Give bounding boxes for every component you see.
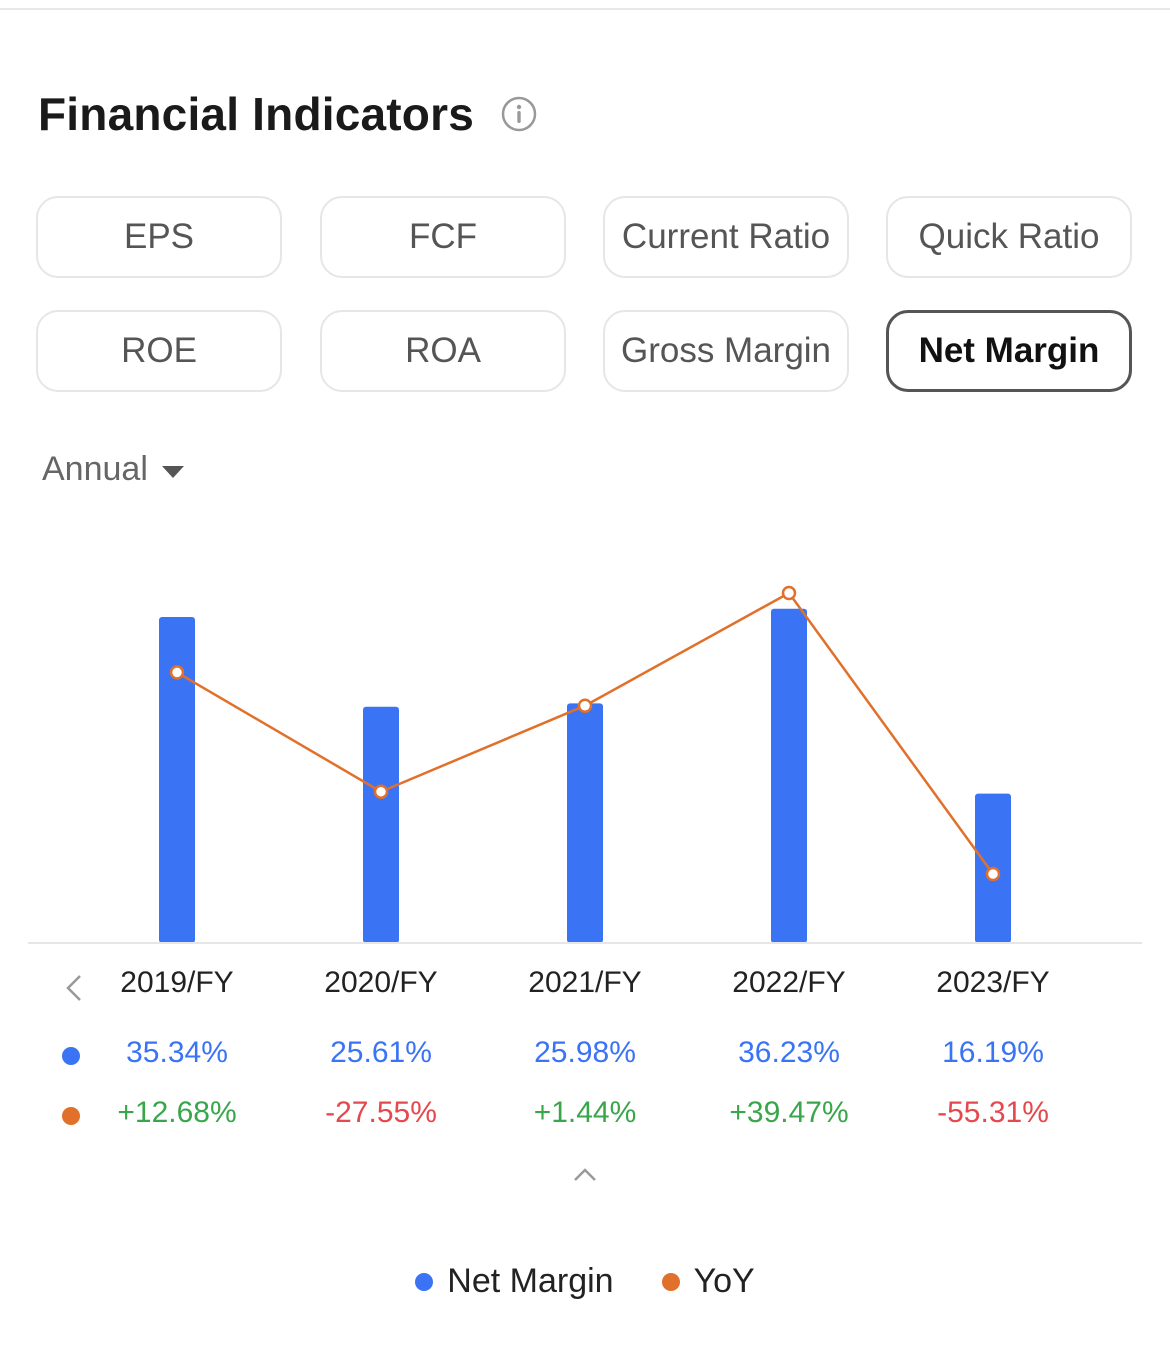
yoy-value: +12.68% [117, 1096, 237, 1129]
net-margin-row-dot [62, 1047, 80, 1065]
yoy-value: -55.31% [937, 1096, 1049, 1129]
x-tick-label: 2020/FY [324, 966, 438, 999]
legend-yoy[interactable]: YoY [661, 1262, 755, 1301]
bar-2020/FY[interactable] [363, 706, 399, 943]
chevron-left-icon[interactable] [60, 970, 88, 1006]
net-margin-value: 36.23% [738, 1036, 840, 1069]
yoy-row-dot [62, 1107, 80, 1125]
x-tick-label: 2022/FY [732, 966, 846, 999]
net-margin-chart [28, 585, 1142, 944]
yoy-value: +39.47% [729, 1096, 849, 1129]
yoy-value: +1.44% [533, 1096, 637, 1129]
net-margin-value: 25.98% [534, 1036, 636, 1069]
bar-2019/FY[interactable] [159, 617, 195, 943]
x-tick-label: 2019/FY [120, 966, 234, 999]
info-circle-icon[interactable] [500, 95, 538, 133]
x-tick-label: 2021/FY [528, 966, 642, 999]
tab-current-ratio[interactable]: Current Ratio [603, 196, 849, 278]
yoy-point-2021/FY[interactable] [577, 698, 593, 713]
legend-dot-net-margin [415, 1272, 434, 1291]
chevron-up-icon[interactable] [570, 1162, 600, 1186]
tab-roa[interactable]: ROA [320, 310, 566, 392]
yoy-point-2020/FY[interactable] [373, 784, 389, 799]
tab-quick-ratio[interactable]: Quick Ratio [886, 196, 1132, 278]
legend-net-margin[interactable]: Net Margin [415, 1262, 614, 1301]
x-tick-label: 2023/FY [936, 966, 1050, 999]
period-label: Annual [42, 450, 148, 488]
page-title: Financial Indicators [38, 88, 474, 140]
yoy-point-2023/FY[interactable] [985, 866, 1001, 882]
yoy-value: -27.55% [325, 1096, 437, 1129]
tab-roe[interactable]: ROE [36, 310, 282, 392]
chart-legend: Net Margin YoY [0, 1262, 1170, 1301]
tab-net-margin[interactable]: Net Margin [886, 310, 1132, 392]
net-margin-value: 16.19% [942, 1036, 1044, 1069]
net-margin-value: 25.61% [330, 1036, 432, 1069]
period-dropdown[interactable]: Annual [42, 450, 184, 489]
legend-label-yoy: YoY [693, 1262, 755, 1300]
net-margin-value: 35.34% [126, 1036, 228, 1069]
bar-2021/FY[interactable] [567, 703, 603, 943]
yoy-point-2022/FY[interactable] [781, 585, 797, 601]
yoy-point-2019/FY[interactable] [169, 665, 185, 680]
tab-gross-margin[interactable]: Gross Margin [603, 310, 849, 392]
top-divider [0, 8, 1170, 10]
bar-2022/FY[interactable] [771, 608, 807, 943]
legend-label-net-margin: Net Margin [447, 1262, 614, 1300]
legend-dot-yoy [661, 1272, 680, 1291]
caret-down-icon [161, 465, 184, 478]
tab-eps[interactable]: EPS [36, 196, 282, 278]
tab-fcf[interactable]: FCF [320, 196, 566, 278]
